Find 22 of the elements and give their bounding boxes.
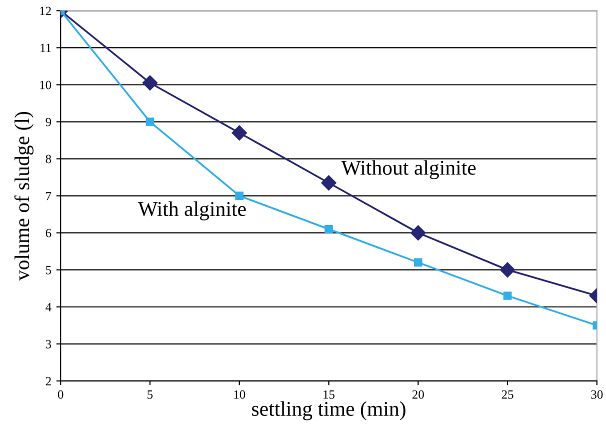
x-tick-label: 0 <box>58 390 64 399</box>
y-tick-label: 12 <box>40 6 51 16</box>
y-tick-label: 2 <box>46 376 51 386</box>
y-tick-label: 3 <box>46 340 52 348</box>
y-tick-label: 7 <box>46 192 52 200</box>
x-tick-label: 5 <box>148 390 153 399</box>
y-axis-title: volume of sludge (l) <box>14 112 34 281</box>
x-tick-label: 15 <box>324 390 335 399</box>
y-tick-label: 5 <box>46 266 52 274</box>
series-label: Without alginite <box>341 160 476 180</box>
y-tick-label: 9 <box>46 118 52 126</box>
y-tick-label: 6 <box>46 228 52 238</box>
y-tick-label: 8 <box>46 154 52 164</box>
x-tick-label: 10 <box>234 390 246 399</box>
series-label: With alginite <box>138 201 246 220</box>
y-tick-label: 4 <box>46 302 52 312</box>
x-axis-title: settling time (min) <box>252 401 406 420</box>
x-tick-label: 30 <box>591 390 603 399</box>
x-tick-label: 25 <box>502 390 514 399</box>
y-tick-label: 11 <box>40 44 51 52</box>
x-tick-label: 20 <box>412 390 424 399</box>
y-tick-label: 10 <box>40 80 52 90</box>
